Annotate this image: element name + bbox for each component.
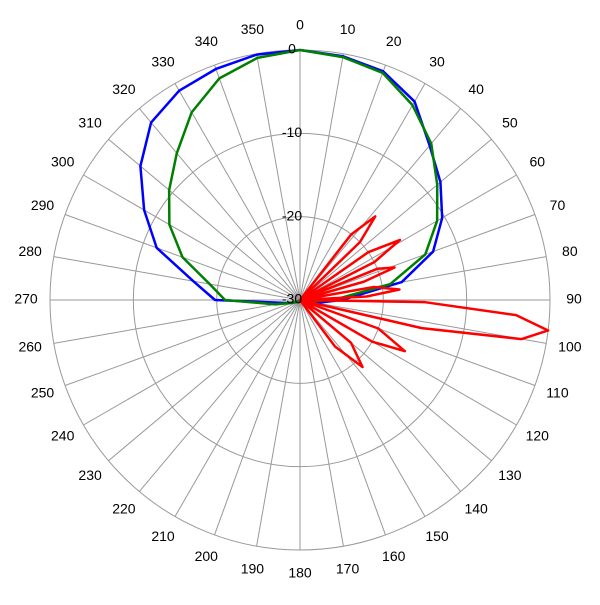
angle-label: 250 xyxy=(31,384,55,400)
angle-label: 100 xyxy=(558,338,582,354)
angle-label: 270 xyxy=(14,291,38,307)
angle-label: 140 xyxy=(464,501,488,517)
angle-label: 330 xyxy=(151,53,175,69)
angle-label: 10 xyxy=(340,21,356,37)
angle-label: 110 xyxy=(546,384,569,400)
angle-label: 40 xyxy=(468,81,484,97)
radial-grid-line xyxy=(299,83,426,301)
angle-label: 190 xyxy=(241,561,265,577)
radial-grid-line xyxy=(299,299,344,547)
radial-grid-line xyxy=(299,174,517,301)
angle-label: 230 xyxy=(78,467,102,483)
angle-label: 200 xyxy=(195,548,219,564)
angle-label: 340 xyxy=(195,33,219,49)
pattern-line xyxy=(167,48,439,306)
radial-grid-line xyxy=(299,214,536,301)
radial-grid-line xyxy=(83,174,301,301)
angle-label: 90 xyxy=(566,291,582,307)
radial-grid-line xyxy=(214,299,301,536)
radial-grid-line xyxy=(53,256,301,301)
angle-label: 20 xyxy=(386,33,402,49)
radial-grid-line xyxy=(174,299,301,517)
angle-label: 160 xyxy=(382,548,406,564)
pattern-line xyxy=(298,215,550,369)
radial-grid-line xyxy=(299,299,462,492)
angle-label: 120 xyxy=(526,428,550,444)
angle-label: 350 xyxy=(241,21,265,37)
angle-label: 30 xyxy=(429,53,445,69)
radial-grid-line xyxy=(53,299,301,344)
radial-grid-line xyxy=(299,64,386,301)
radial-grid-line xyxy=(214,64,301,301)
angle-label: 130 xyxy=(498,467,522,483)
angle-label: 170 xyxy=(336,561,360,577)
angle-label: 290 xyxy=(31,197,55,213)
angle-label: 300 xyxy=(51,154,75,170)
radial-grid-line xyxy=(299,299,386,536)
angle-label: 260 xyxy=(18,338,42,354)
angle-label: 280 xyxy=(18,243,42,259)
angle-label: 240 xyxy=(51,428,75,444)
radial-grid-line xyxy=(138,108,301,301)
radial-grid-line xyxy=(108,299,301,462)
angle-label: 310 xyxy=(78,115,102,131)
r-tick-label: -10 xyxy=(282,124,302,140)
ring-grid-line xyxy=(132,132,468,468)
radial-grid-line xyxy=(299,108,462,301)
radial-grid-line xyxy=(256,299,301,547)
r-tick-label: 0 xyxy=(288,41,296,57)
radial-grid-line xyxy=(299,138,492,301)
radial-grid-line xyxy=(299,299,426,517)
angle-label: 180 xyxy=(288,565,312,581)
angle-label: 0 xyxy=(296,17,304,33)
angle-label: 80 xyxy=(562,243,578,259)
radial-grid-line xyxy=(174,83,301,301)
angle-label: 210 xyxy=(151,528,175,544)
angle-label: 220 xyxy=(112,501,136,517)
angle-label: 50 xyxy=(502,115,518,131)
r-tick-label: -20 xyxy=(282,207,302,223)
angle-label: 320 xyxy=(112,81,136,97)
angle-label: 60 xyxy=(530,154,546,170)
radial-grid-line xyxy=(83,299,301,426)
radial-grid-line xyxy=(64,299,301,386)
angle-label: 150 xyxy=(425,528,449,544)
radial-grid-line xyxy=(256,53,301,301)
radial-grid-line xyxy=(299,53,344,301)
radial-grid-line xyxy=(138,299,301,492)
r-tick-label: -30 xyxy=(282,291,302,307)
angle-label: 70 xyxy=(550,197,566,213)
